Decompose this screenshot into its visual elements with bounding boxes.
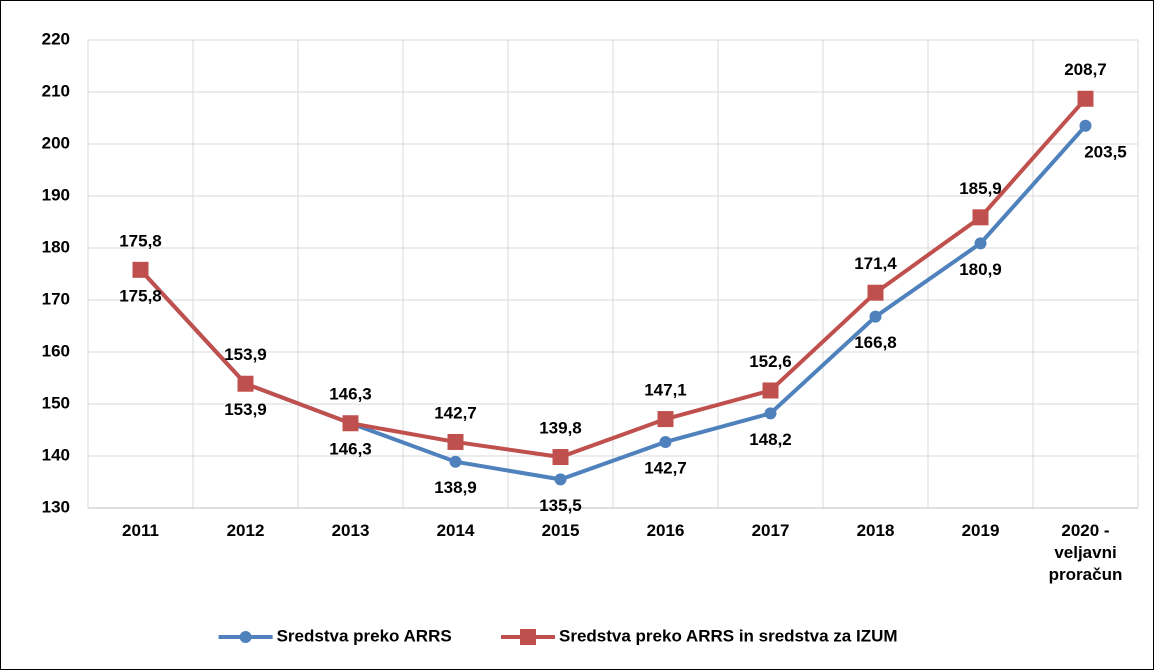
y-tick-label: 160 bbox=[42, 341, 70, 360]
x-tick-label: 2011 bbox=[122, 521, 159, 540]
series-line bbox=[139, 97, 1087, 460]
x-tick-label: 2015 bbox=[541, 521, 580, 540]
data-label: 171,4 bbox=[854, 254, 897, 273]
x-tick-label: 2019 bbox=[961, 521, 1000, 540]
legend-marker bbox=[520, 629, 536, 645]
marker bbox=[659, 435, 672, 448]
marker bbox=[764, 407, 777, 420]
y-tick-label: 180 bbox=[42, 237, 70, 256]
y-tick-label: 140 bbox=[42, 445, 70, 464]
marker bbox=[1079, 119, 1092, 132]
data-label: 146,3 bbox=[329, 440, 372, 459]
legend-label: Sredstva preko ARRS bbox=[277, 626, 452, 645]
marker bbox=[132, 261, 149, 278]
marker bbox=[342, 415, 359, 432]
x-tick-label: 2014 bbox=[436, 521, 475, 540]
marker bbox=[867, 284, 884, 301]
x-tick-label: 2016 bbox=[646, 521, 685, 540]
data-label: 203,5 bbox=[1084, 142, 1127, 161]
x-tick-label: 2020 - veljavni proračun bbox=[1048, 521, 1123, 584]
x-tick-label: 2013 bbox=[331, 521, 370, 540]
data-label: 147,1 bbox=[644, 381, 687, 400]
marker bbox=[657, 411, 674, 428]
data-label: 166,8 bbox=[854, 333, 897, 352]
marker bbox=[972, 209, 989, 226]
data-label: 142,7 bbox=[434, 403, 477, 422]
data-label: 139,8 bbox=[539, 419, 582, 438]
data-label: 180,9 bbox=[959, 260, 1002, 279]
data-label: 175,8 bbox=[119, 286, 162, 305]
data-label: 208,7 bbox=[1064, 60, 1107, 79]
marker bbox=[237, 375, 254, 392]
y-tick-label: 200 bbox=[42, 133, 70, 152]
data-label: 148,2 bbox=[749, 430, 792, 449]
data-label: 138,9 bbox=[434, 478, 477, 497]
y-tick-label: 220 bbox=[42, 29, 70, 48]
x-tick-label: 2018 bbox=[856, 521, 895, 540]
data-label: 175,8 bbox=[119, 231, 162, 250]
marker bbox=[552, 449, 569, 466]
data-label: 142,7 bbox=[644, 458, 687, 477]
legend-label: Sredstva preko ARRS in sredstva za IZUM bbox=[559, 626, 898, 645]
marker bbox=[1077, 90, 1094, 107]
data-label: 146,3 bbox=[329, 385, 372, 404]
y-tick-label: 150 bbox=[42, 393, 70, 412]
marker bbox=[869, 310, 882, 323]
marker bbox=[762, 382, 779, 399]
y-tick-label: 190 bbox=[42, 185, 70, 204]
legend-marker bbox=[239, 631, 252, 643]
x-tick-label: 2012 bbox=[226, 521, 265, 540]
y-tick-label: 130 bbox=[42, 497, 70, 516]
marker bbox=[449, 455, 462, 468]
y-tick-label: 170 bbox=[42, 289, 70, 308]
x-tick-label: 2017 bbox=[751, 521, 790, 540]
y-tick-label: 210 bbox=[42, 81, 70, 100]
data-label: 135,5 bbox=[539, 496, 582, 515]
marker bbox=[974, 237, 987, 250]
data-label: 185,9 bbox=[959, 179, 1002, 198]
marker bbox=[447, 433, 464, 450]
data-label: 153,9 bbox=[224, 400, 267, 419]
data-label: 152,6 bbox=[749, 352, 792, 371]
marker bbox=[554, 473, 567, 486]
data-label: 153,9 bbox=[224, 345, 267, 364]
